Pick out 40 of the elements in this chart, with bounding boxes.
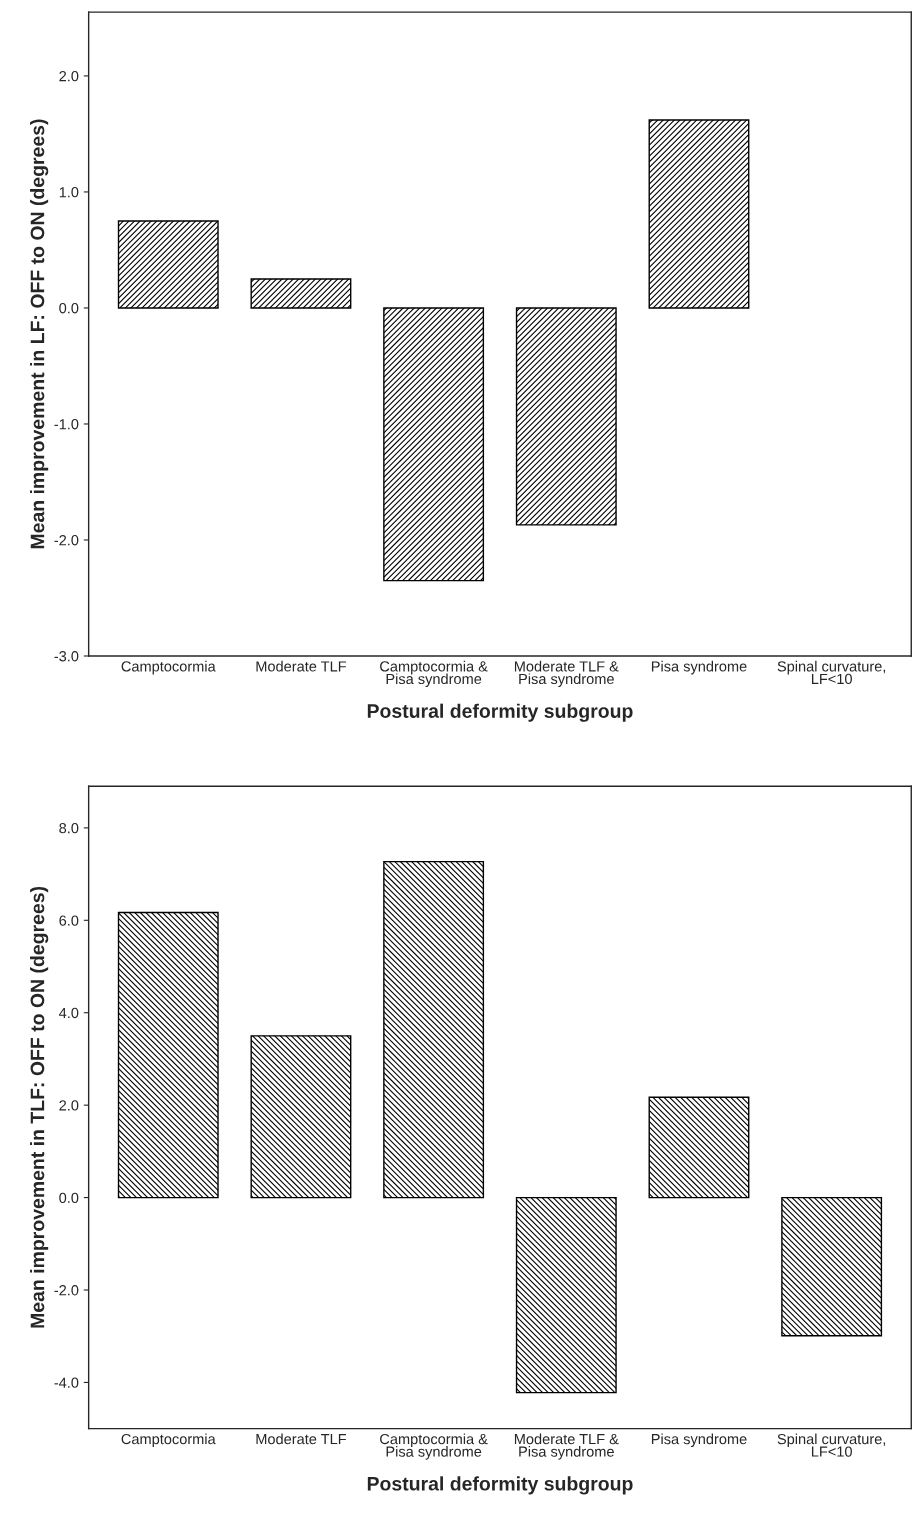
bar bbox=[250, 278, 352, 309]
x-tick-label: Camptocormia bbox=[121, 1433, 216, 1448]
y-tick-label: 2.0 bbox=[59, 1100, 79, 1111]
y-tick-label: 6.0 bbox=[59, 915, 79, 926]
bar bbox=[117, 911, 219, 1199]
bar bbox=[383, 307, 485, 582]
x-tick-label: Moderate TLF bbox=[256, 660, 347, 672]
x-axis-title: Postural deformity subgroup bbox=[367, 1476, 633, 1495]
y-tick-label: 4.0 bbox=[59, 1007, 79, 1019]
y-tick-label: 8.0 bbox=[59, 822, 79, 834]
x-axis-title: Postural deformity subgroup bbox=[367, 703, 633, 722]
x-tick-label: Spinal curvature, LF<10 bbox=[777, 1433, 886, 1457]
x-tick-label: Camptocormia & Pisa syndrome bbox=[380, 1433, 488, 1460]
y-tick-label: 0.0 bbox=[59, 1192, 79, 1204]
y-tick-label: 2.0 bbox=[59, 71, 79, 82]
x-tick-label: Moderate TLF bbox=[256, 1433, 347, 1445]
x-tick-label: Camptocormia bbox=[121, 660, 216, 675]
bar bbox=[117, 220, 219, 309]
bar bbox=[383, 860, 485, 1199]
y-axis-title: Mean improvement in LF: OFF to ON (degrees) bbox=[30, 119, 49, 549]
bar bbox=[515, 1196, 617, 1394]
x-tick-label: Moderate TLF & Pisa syndrome bbox=[514, 1433, 619, 1460]
y-axis-title: Mean improvement in TLF: OFF to ON (degrees) bbox=[30, 886, 49, 1328]
bar bbox=[648, 1096, 750, 1199]
bar bbox=[515, 307, 617, 526]
bar bbox=[781, 1196, 883, 1337]
y-tick-label: 0.0 bbox=[59, 303, 79, 314]
x-tick-label: Spinal curvature, LF<10 bbox=[777, 660, 886, 685]
y-tick-label: -3.0 bbox=[54, 651, 79, 662]
y-tick-label: -1.0 bbox=[54, 419, 79, 430]
y-tick-label: -2.0 bbox=[54, 535, 79, 546]
bar bbox=[250, 1035, 352, 1199]
y-tick-label: -2.0 bbox=[54, 1285, 79, 1296]
x-tick-label: Camptocormia & Pisa syndrome bbox=[380, 660, 488, 687]
x-tick-label: Moderate TLF & Pisa syndrome bbox=[514, 660, 619, 687]
x-tick-label: Pisa syndrome bbox=[651, 1433, 747, 1448]
y-tick-label: -4.0 bbox=[54, 1377, 79, 1388]
y-tick-label: 1.0 bbox=[59, 187, 79, 198]
x-tick-label: Pisa syndrome bbox=[651, 660, 747, 675]
bar bbox=[648, 119, 750, 309]
